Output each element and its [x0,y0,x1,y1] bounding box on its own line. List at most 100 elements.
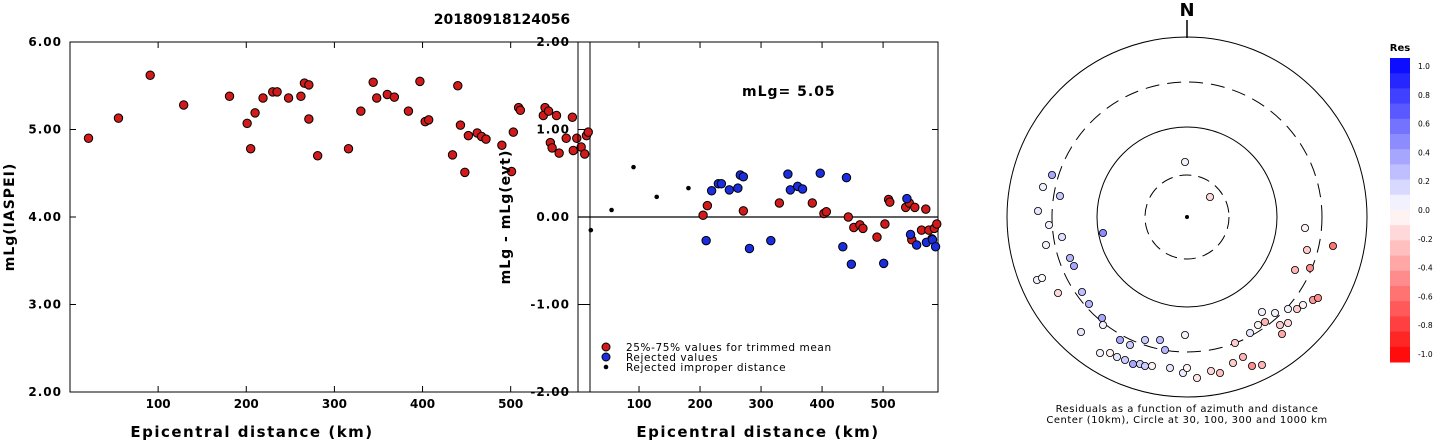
trimmed-mean-point [880,219,890,229]
ring-30km [1144,174,1230,260]
station-point [1246,328,1255,337]
trimmed-mean-point [921,204,931,214]
station-point [1056,191,1065,200]
trimmed-mean-point [872,232,882,242]
colorbar-tick-label: -0.4 [1418,264,1433,273]
north-label: N [1179,0,1194,21]
improper-distance-point [686,185,691,191]
station-point [1141,335,1150,344]
station-point [1261,317,1270,326]
data-point [506,166,517,177]
data-point [497,140,507,150]
improper-distance-point [609,207,614,213]
rejected-point [797,184,808,194]
colorbar-cell [1390,179,1410,196]
colorbar-cell [1390,331,1410,348]
rejected-point [783,169,793,179]
data-point [312,151,323,161]
station-point [1207,366,1216,375]
plot2-legend: 25%-75% values for trimmed meanRejected … [601,342,832,374]
colorbar-title: Res [1390,43,1410,54]
trimmed-mean-point [698,210,708,220]
colorbar-cell [1390,316,1410,333]
trimmed-mean-point [910,202,920,213]
station-point [1303,245,1312,254]
station-point [1066,253,1075,262]
trimmed-mean-point [843,212,854,222]
data-point [283,93,294,103]
plot2-points [588,164,942,269]
rejected-point [766,235,776,246]
data-point [554,148,564,158]
data-point [543,106,554,116]
station-point [1299,300,1308,309]
station-point [1126,340,1135,349]
azimuth-residual-plot: N Residuals as a function of azimuth and… [1006,0,1368,426]
station-point [1038,273,1047,282]
station-point [1048,170,1057,179]
legend-label: 25%-75% values for trimmed mean [626,342,832,354]
data-point [508,127,519,137]
data-point [250,108,260,118]
station-point [1116,335,1125,344]
station-point [1293,304,1302,313]
station-point [1193,373,1202,382]
station-point [1231,338,1240,347]
data-point [368,77,378,87]
data-point [145,70,155,80]
colorbar-cell [1390,225,1410,241]
rejected-point [815,168,825,178]
data-point [372,93,382,103]
x-tick-label: 300 [749,397,774,411]
data-point [296,91,306,101]
data-point [415,76,425,87]
station-point [1254,320,1263,329]
colorbar-tick-label: 0.8 [1418,91,1430,100]
rejected-point [716,179,727,189]
plot1-points [83,70,593,178]
station-point [1258,307,1267,316]
station-point [1166,363,1175,372]
data-point [389,92,400,102]
station-point [1121,355,1130,364]
data-point [447,150,458,160]
station-point [1181,157,1190,166]
rejected-point [701,235,711,246]
x-tick-label: 500 [871,397,896,411]
rejected-point [902,193,912,204]
station-point [1113,352,1122,361]
colorbar-tick-label: 0.6 [1418,120,1430,129]
x-tick-label: 100 [146,397,171,411]
trimmed-mean-point [807,198,818,208]
polar-points [1033,157,1338,382]
trimmed-mean-point [885,197,895,207]
y-tick-label: 0.00 [536,210,570,224]
station-point [1276,320,1285,329]
data-point [481,134,491,144]
station-point [1258,360,1267,369]
station-point [1077,327,1086,336]
center-marker [1185,215,1189,219]
station-point [1284,304,1293,313]
station-point [1248,361,1257,370]
y-tick-label: 3.00 [28,298,62,312]
station-point [1306,263,1315,272]
colorbar-tick-label: -0.8 [1418,321,1433,330]
station-point [1039,182,1048,191]
colorbar-cell [1390,301,1410,317]
station-point [1085,299,1094,308]
station-point [1078,287,1087,296]
station-point [1278,329,1287,338]
station-point [1206,192,1215,201]
data-point [242,118,252,129]
data-point [343,144,354,154]
station-point [1054,288,1063,297]
station-point [1034,206,1043,215]
residual-colorbar: Res 1.0 0.8 0.6 0.4 0.2 0.0 -0.2 -0.4 -0.6 -0.8 -1… [1390,43,1433,363]
data-point [304,114,314,124]
colorbar-cell [1390,194,1410,211]
trimmed-mean-point [774,198,785,208]
colorbar-ticks: 1.0 0.8 0.6 0.4 0.2 0.0 -0.2 -0.4 -0.6 -0.8 -1.0 [1418,62,1433,359]
data-point [304,80,314,90]
colorbar-cell [1390,286,1410,302]
